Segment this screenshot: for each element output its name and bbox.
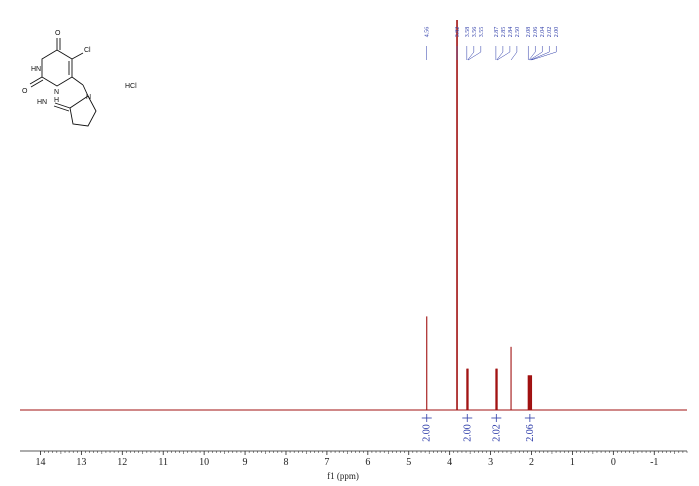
spectrum: [20, 20, 687, 411]
peak-label-0: 4.56: [425, 27, 431, 38]
x-tick-label-10: 4: [447, 457, 452, 468]
x-tick-label-1: 13: [76, 457, 86, 468]
integral-value-2: 2.02: [491, 424, 502, 442]
integral-value-3: 2.06: [525, 424, 536, 442]
structure-labels: O Cl HN O N H HN N HCl: [22, 30, 137, 106]
peak-label-13: 2.00: [554, 27, 560, 38]
peak-labels: 4.56 3.82 3.58 3.56 3.55 2.87 2.85 2.84 2.50 2.08…: [425, 27, 560, 61]
x-tick-label-8: 6: [365, 457, 370, 468]
x-tick-label-3: 11: [158, 457, 168, 468]
peak-label-12: 2.02: [547, 27, 553, 38]
peak-label-4: 3.55: [479, 27, 485, 38]
x-tick-label-2: 12: [117, 457, 127, 468]
label-o-left: O: [22, 88, 28, 95]
x-tick-label-0: 14: [35, 457, 45, 468]
peak-leader-6: [496, 46, 504, 61]
label-cl: Cl: [84, 47, 91, 54]
x-tick-label-7: 7: [324, 457, 329, 468]
peak-label-8: 2.50: [515, 27, 521, 38]
x-tick-label-15: -1: [650, 457, 658, 468]
peak-label-3: 3.56: [472, 27, 478, 38]
label-n-bottom: N: [54, 89, 59, 96]
x-tick-label-4: 10: [199, 457, 209, 468]
x-tick-label-6: 8: [283, 457, 288, 468]
ring-bonds: [41, 49, 73, 87]
peak-leader-7: [496, 46, 511, 61]
peak-label-7: 2.84: [508, 27, 514, 38]
peak-leader-8: [510, 46, 518, 61]
x-tick-label-11: 3: [488, 457, 493, 468]
peak-label-1: 3.82: [455, 27, 461, 38]
peak-label-5: 2.87: [494, 27, 500, 38]
peak-label-2: 3.58: [465, 27, 471, 38]
imine-bond: [54, 102, 71, 109]
x-tick-label-5: 9: [243, 457, 248, 468]
peak-leader-12: [530, 46, 550, 61]
peak-leader-4: [467, 46, 482, 61]
peak-leader-3: [467, 46, 475, 61]
peak-label-6: 2.85: [501, 27, 507, 38]
label-n-pyrrolidine: N: [86, 94, 91, 101]
peak-label-10: 2.06: [533, 27, 539, 38]
x-tick-label-12: 2: [529, 457, 534, 468]
x-tick-label-13: 1: [570, 457, 575, 468]
integral-value-1: 2.00: [462, 424, 473, 442]
integral-value-0: 2.00: [422, 424, 433, 442]
chloro-bond: [71, 52, 84, 60]
x-tick-label-14: 0: [611, 457, 616, 468]
x-axis: 14 13 12 11 10 9 8 7 6 5 4 3 2 1 0 -1: [20, 450, 688, 468]
methylene-bond: [71, 76, 84, 86]
pyrrolidine-ring: [69, 95, 97, 127]
peak-leader-13: [531, 46, 557, 61]
peak-label-11: 2.04: [540, 27, 546, 38]
peak-label-9: 2.08: [526, 27, 532, 38]
label-o-top: O: [55, 30, 61, 37]
label-hn-imine: HN: [37, 99, 47, 106]
label-hcl: HCl: [125, 83, 137, 90]
x-tick-label-9: 5: [406, 457, 411, 468]
chemical-structure: [29, 38, 97, 127]
label-hn-ring: HN: [31, 66, 41, 73]
integrals: 2.00 2.00 2.02 2.06: [421, 414, 536, 442]
peak-leader-10: [528, 46, 536, 61]
carbonyl-left-bond: [29, 76, 43, 85]
x-axis-title: f1 (ppm): [327, 471, 359, 481]
peak-leader-11: [529, 46, 543, 61]
label-h-bottom: H: [54, 97, 59, 104]
